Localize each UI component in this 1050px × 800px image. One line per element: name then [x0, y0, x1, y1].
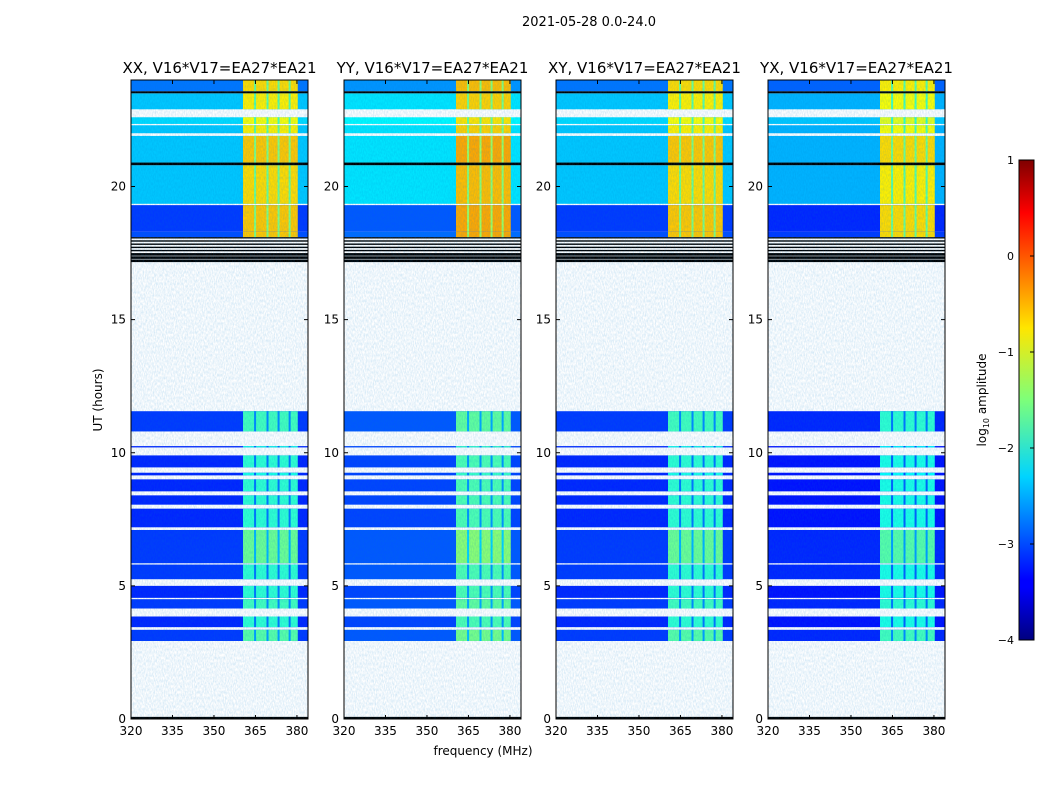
x-tick-label: 350: [628, 724, 651, 738]
panel-title: XY, V16*V17=EA27*EA21: [548, 59, 741, 77]
colorbar-tick-label: 0: [1007, 250, 1014, 263]
colorbar-label-log: log: [975, 428, 989, 446]
y-tick-label: 5: [118, 579, 126, 593]
y-tick-label: 20: [111, 180, 126, 194]
y-tick-label: 0: [331, 712, 339, 726]
colorbar: −4 −3 −2 −1 0 1 log10 amplitude: [975, 154, 1035, 647]
y-tick-label: 20: [324, 180, 339, 194]
panel-title: XX, V16*V17=EA27*EA21: [122, 59, 316, 77]
y-tick-label: 10: [324, 446, 339, 460]
y-axis-label: UT (hours): [91, 368, 105, 431]
axes-frame: [130, 79, 309, 720]
y-tick-label: 15: [536, 313, 551, 327]
x-tick-label: 380: [922, 724, 945, 738]
x-tick-label: 380: [498, 724, 521, 738]
suptitle: 2021-05-28 0.0-24.0: [522, 15, 656, 30]
x-tick-label: 335: [798, 724, 821, 738]
panel-title: YX, V16*V17=EA27*EA21: [759, 59, 953, 77]
panel-2: YY, V16*V17=EA27*EA21 320 335 350 365 380 0 5 10…: [324, 59, 529, 738]
x-tick-label: 320: [545, 724, 568, 738]
colorbar-tick-label: −4: [998, 634, 1014, 647]
y-tick-label: 5: [331, 579, 339, 593]
y-tick-label: 20: [536, 180, 551, 194]
y-tick-label: 10: [748, 446, 763, 460]
axes-frame: [555, 79, 734, 720]
colorbar-tick-label: −1: [998, 346, 1014, 359]
noise-texture: [556, 80, 733, 719]
x-tick-label: 365: [457, 724, 480, 738]
y-tick-label: 15: [748, 313, 763, 327]
y-tick-label: 15: [111, 313, 126, 327]
noise-texture: [768, 80, 945, 719]
colorbar-tick-label: −3: [998, 538, 1014, 551]
panel-title: YY, V16*V17=EA27*EA21: [336, 59, 529, 77]
y-tick-label: 10: [111, 446, 126, 460]
x-tick-label: 350: [840, 724, 863, 738]
heatmap: [344, 80, 521, 719]
heatmap: [556, 80, 733, 719]
x-tick-label: 335: [161, 724, 184, 738]
x-tick-label: 365: [669, 724, 692, 738]
noise-texture: [344, 80, 521, 719]
y-tick-label: 0: [755, 712, 763, 726]
y-tick-label: 10: [536, 446, 551, 460]
panel-3: XY, V16*V17=EA27*EA21 320 335 350 365 380 0 5 10…: [536, 59, 741, 738]
noise-texture: [131, 80, 308, 719]
y-tick-label: 0: [543, 712, 551, 726]
heatmap: [768, 80, 945, 719]
x-tick-label: 380: [285, 724, 308, 738]
x-tick-label: 350: [203, 724, 226, 738]
heatmap: [131, 80, 308, 719]
x-tick-label: 320: [333, 724, 356, 738]
colorbar-tick-label: 1: [1007, 154, 1014, 167]
x-tick-label: 320: [757, 724, 780, 738]
colorbar-label-sub: 10: [982, 418, 991, 428]
x-axis-label: frequency (MHz): [433, 744, 532, 758]
x-tick-label: 365: [244, 724, 267, 738]
x-tick-label: 335: [374, 724, 397, 738]
colorbar-label: log10 amplitude: [975, 354, 991, 447]
y-tick-label: 15: [324, 313, 339, 327]
x-tick-label: 335: [586, 724, 609, 738]
y-tick-label: 20: [748, 180, 763, 194]
x-tick-label: 365: [881, 724, 904, 738]
y-tick-label: 5: [543, 579, 551, 593]
colorbar-tick-label: −2: [998, 442, 1014, 455]
y-tick-label: 0: [118, 712, 126, 726]
axes-frame: [343, 79, 522, 720]
panel-1: XX, V16*V17=EA27*EA21 320 335 350 365 380 0 5 10…: [111, 59, 317, 738]
x-tick-label: 350: [416, 724, 439, 738]
colorbar-label-rest: amplitude: [975, 354, 989, 418]
x-tick-label: 320: [120, 724, 143, 738]
y-tick-label: 5: [755, 579, 763, 593]
panel-4: YX, V16*V17=EA27*EA21 320 335 350 365 380 0 5 10…: [748, 59, 953, 738]
axes-frame: [767, 79, 946, 720]
x-tick-label: 380: [710, 724, 733, 738]
colorbar-gradient: [1018, 159, 1035, 641]
